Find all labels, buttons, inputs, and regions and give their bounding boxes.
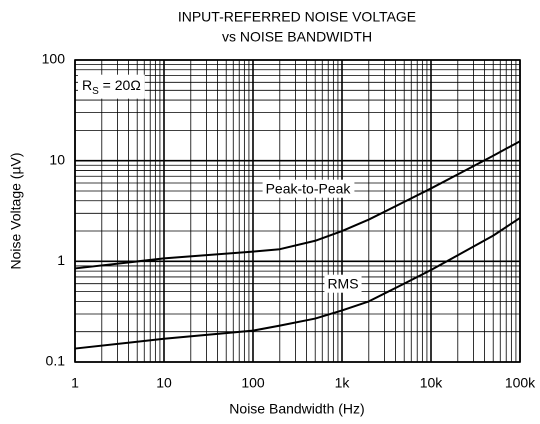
chart-title: vs NOISE BANDWIDTH — [222, 29, 372, 45]
annotation-part: R — [82, 77, 92, 93]
label-background — [262, 179, 355, 198]
label-background — [324, 274, 362, 293]
x-tick-label: 10 — [156, 375, 172, 391]
x-tick-label: 10k — [420, 375, 444, 391]
y-tick-label: 10 — [49, 151, 65, 167]
x-tick-label: 100k — [505, 375, 536, 391]
y-tick-label: 0.1 — [46, 353, 66, 369]
chart-title: INPUT-REFERRED NOISE VOLTAGE — [178, 9, 416, 25]
annotation: RS = 20Ω — [82, 77, 141, 97]
y-tick-label: 1 — [57, 252, 65, 268]
series-line — [74, 217, 521, 350]
series-line — [74, 140, 521, 270]
x-tick-label: 100 — [241, 375, 265, 391]
annotation-part: = 20Ω — [99, 77, 141, 93]
y-axis-label: Noise Voltage (µV) — [8, 152, 24, 269]
series-label: Peak-to-Peak — [266, 181, 352, 197]
x-tick-label: 1 — [71, 375, 79, 391]
x-axis-label: Noise Bandwidth (Hz) — [229, 401, 364, 417]
annotation-part: S — [92, 86, 99, 97]
plot-frame — [74, 59, 521, 363]
y-tick-label: 100 — [42, 51, 66, 67]
series-label: RMS — [327, 276, 358, 292]
annotation-background — [78, 74, 145, 99]
x-tick-label: 1k — [335, 375, 351, 391]
